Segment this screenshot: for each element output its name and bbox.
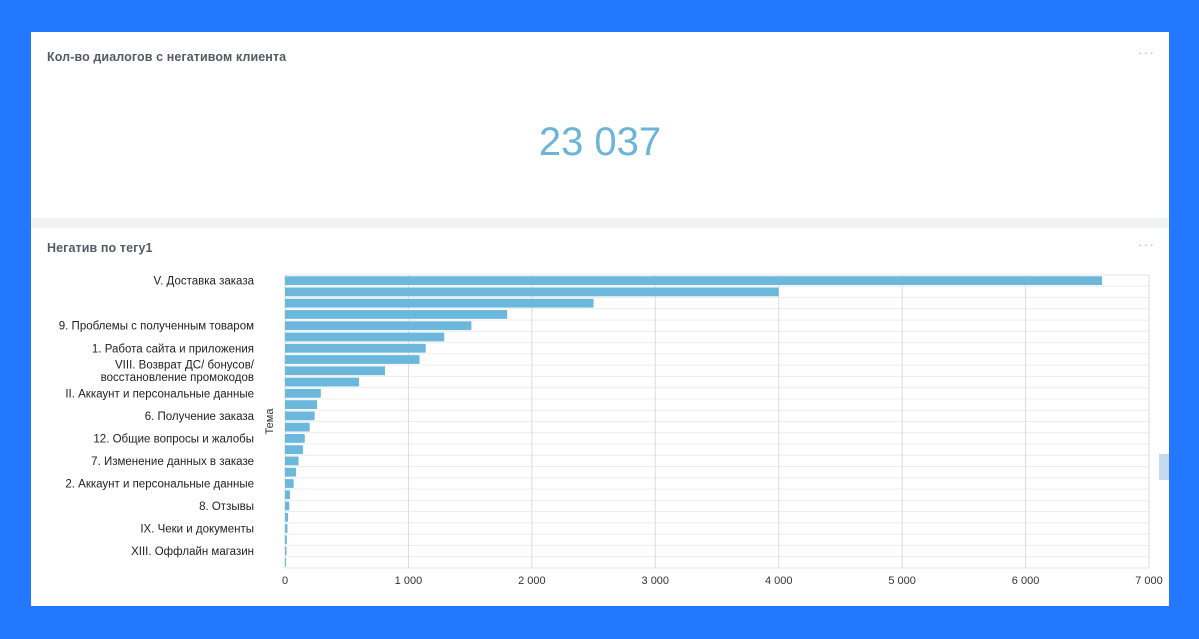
bar xyxy=(285,411,315,421)
category-label: 2. Аккаунт и персональные данные xyxy=(65,478,254,490)
x-tick-label: 6 000 xyxy=(1012,575,1040,587)
bar xyxy=(285,321,472,331)
bar xyxy=(285,366,385,376)
bar xyxy=(285,298,594,308)
bar xyxy=(285,422,310,432)
category-label: II. Аккаунт и персональные данные xyxy=(65,388,254,400)
bar xyxy=(285,276,1103,286)
chart-scroll-handle[interactable] xyxy=(1159,454,1169,480)
x-tick-label: 7 000 xyxy=(1135,575,1163,587)
y-axis-title: Тема xyxy=(264,408,276,435)
x-tick-label: 0 xyxy=(282,575,288,587)
bar xyxy=(285,400,318,409)
bar xyxy=(285,287,779,297)
bar xyxy=(285,343,426,353)
chart-menu-icon[interactable]: ··· xyxy=(1138,236,1155,252)
bar xyxy=(285,388,321,398)
category-label: 1. Работа сайта и приложения xyxy=(92,343,254,355)
chart-panel: Негатив по тегу1 ··· 0 1 000 2 000 3 000 4 0… xyxy=(31,228,1169,606)
bar xyxy=(285,456,299,466)
bar xyxy=(285,310,508,319)
x-tick-label: 1 000 xyxy=(395,575,423,587)
category-label: 8. Отзывы xyxy=(199,501,254,513)
bar xyxy=(285,467,297,477)
kpi-title: Кол-во диалогов с негативом клиента xyxy=(47,50,287,64)
category-label: IX. Чеки и документы xyxy=(140,524,254,536)
category-label: XIII. Оффлайн магазин xyxy=(131,546,254,558)
category-label: V. Доставка заказа xyxy=(154,276,255,288)
x-tick-label: 4 000 xyxy=(765,575,793,587)
category-label: 9. Проблемы с полученным товаром xyxy=(59,321,254,333)
bar xyxy=(285,490,290,500)
category-label: 12. Общие вопросы и жалобы xyxy=(93,433,254,445)
bar-chart: 0 1 000 2 000 3 000 4 000 5 000 6 000 7 000 V. Д… xyxy=(59,274,1163,587)
kpi-panel: Кол-во диалогов с негативом клиента ··· … xyxy=(31,32,1169,218)
bar xyxy=(285,501,290,511)
bar xyxy=(285,557,286,567)
bar xyxy=(285,512,289,522)
category-label: VIII. Возврат ДС/ бонусов/восстановление… xyxy=(101,360,255,385)
panel-divider xyxy=(31,218,1169,228)
bar xyxy=(285,332,445,342)
x-tick-label: 5 000 xyxy=(888,575,916,587)
category-label: 7. Изменение данных в заказе xyxy=(91,456,254,468)
bar xyxy=(285,479,294,488)
bar xyxy=(285,377,360,387)
bar xyxy=(285,355,420,364)
x-tick-label: 3 000 xyxy=(642,575,670,587)
category-label: 6. Получение заказа xyxy=(145,411,255,423)
kpi-value: 23 037 xyxy=(538,120,662,164)
bar xyxy=(285,524,288,533)
bar xyxy=(285,445,303,455)
kpi-menu-icon[interactable]: ··· xyxy=(1138,44,1155,60)
bar xyxy=(285,535,287,545)
x-tick-label: 2 000 xyxy=(518,575,546,587)
bar xyxy=(285,546,287,556)
bar xyxy=(285,434,305,443)
chart-title: Негатив по тегу1 xyxy=(47,241,153,255)
